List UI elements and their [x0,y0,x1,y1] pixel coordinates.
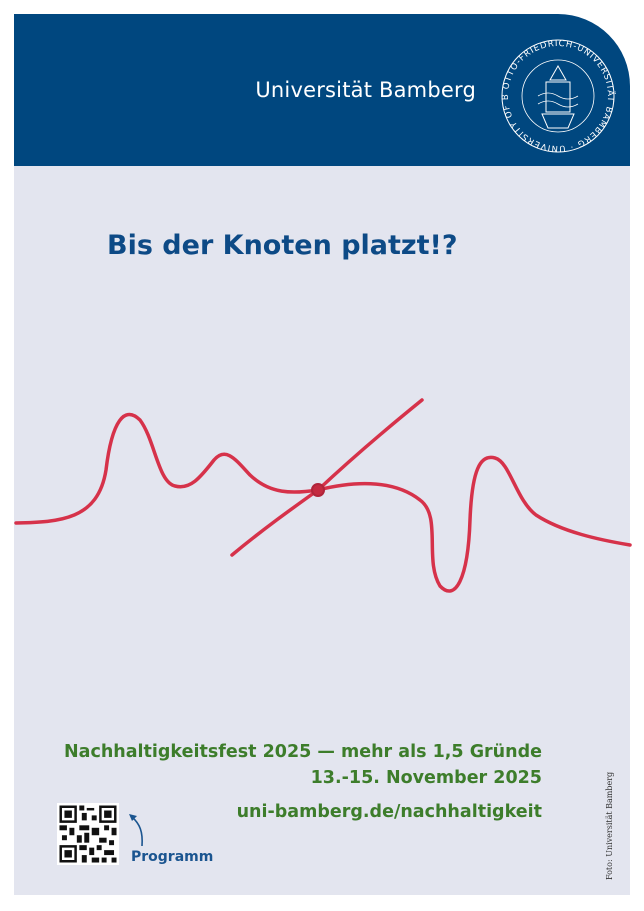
lace-end-right [316,398,424,492]
curved-arrow-icon [129,814,143,847]
poster-body [14,166,630,895]
program-label: Programm [131,849,214,865]
event-url-link[interactable]: uni-bamberg.de/nachhaltigkeit [236,802,542,822]
event-title: Nachhaltigkeitsfest 2025 — mehr als 1,5 … [63,742,542,762]
photo-credit: Foto: Universität Bamberg [605,771,614,880]
event-dates: 13.-15. November 2025 [310,768,542,788]
ribbon-path [14,412,632,593]
qr-code-icon[interactable] [57,803,119,865]
header-banner: Universität Bamberg OTTO-FRIEDRICH-UNIVE… [14,14,630,166]
university-name: Universität Bamberg [255,78,476,102]
lace-end-left [230,488,320,557]
knot [311,483,325,497]
university-seal-icon: OTTO-FRIEDRICH-UNIVERSITÄT BAMBERG · UNI… [498,36,615,153]
headline: Bis der Knoten platzt!? [107,230,458,261]
